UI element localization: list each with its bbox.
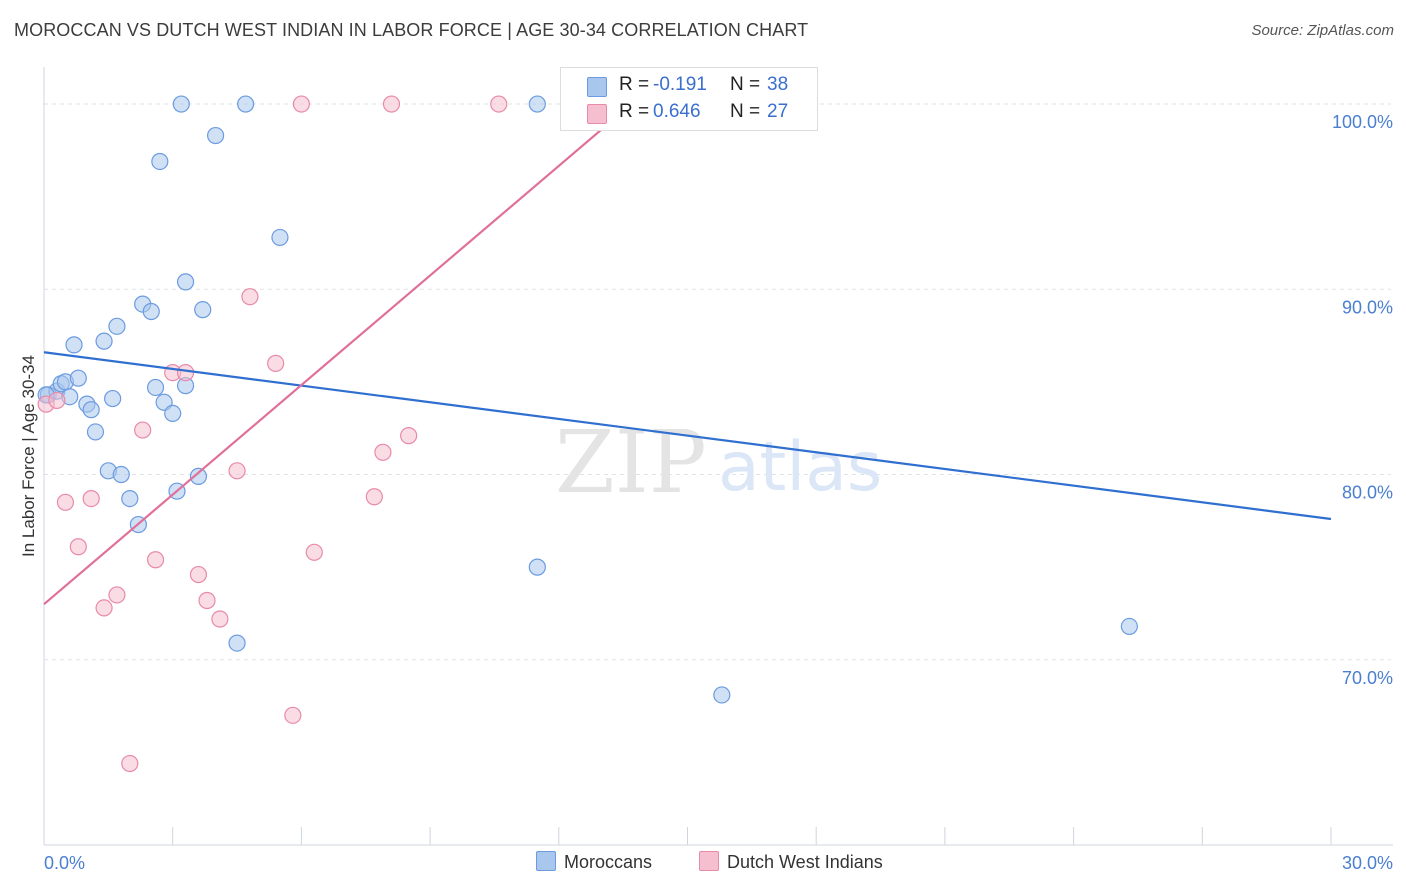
moroccans-point bbox=[172, 95, 190, 113]
moroccans-point bbox=[95, 332, 113, 350]
moroccans-r-value: -0.191 bbox=[653, 74, 707, 95]
dutch-point bbox=[292, 95, 310, 113]
dutch-point bbox=[198, 591, 216, 610]
dutch-point bbox=[95, 599, 113, 617]
moroccans-point bbox=[528, 558, 546, 576]
axes bbox=[43, 67, 1393, 846]
moroccans-point bbox=[104, 389, 122, 408]
dutch-point bbox=[241, 288, 259, 306]
dutch-point bbox=[490, 95, 508, 113]
legend-dutch: Dutch West Indians bbox=[699, 851, 883, 877]
y-tick-label: 70.0% bbox=[1342, 668, 1393, 688]
moroccans-point bbox=[528, 95, 546, 113]
watermark-atlas: atlas bbox=[718, 428, 882, 507]
moroccans-point bbox=[207, 126, 225, 145]
dutch-point bbox=[374, 443, 392, 461]
dutch-point bbox=[82, 490, 100, 508]
dutch-point bbox=[284, 706, 302, 724]
dutch-point bbox=[56, 493, 75, 511]
chart-title: MOROCCAN VS DUTCH WEST INDIAN IN LABOR F… bbox=[14, 20, 809, 40]
dutch-point bbox=[69, 538, 87, 556]
dutch-n-label: N = bbox=[730, 101, 761, 122]
dutch-point bbox=[48, 391, 66, 410]
dutch-point bbox=[176, 364, 195, 382]
moroccans-point bbox=[228, 634, 246, 652]
moroccans-trend-line bbox=[43, 351, 1332, 521]
watermark-zip: ZIP bbox=[555, 413, 707, 513]
y-tick-label: 100.0% bbox=[1332, 112, 1393, 132]
moroccans-n-label: N = bbox=[730, 74, 761, 95]
moroccans-swatch-icon bbox=[587, 77, 607, 97]
stats-legend: R = -0.191 N = 38 R = 0.646 N = 27 bbox=[560, 67, 818, 131]
moroccans-point bbox=[176, 273, 195, 291]
dutch-r-value: 0.646 bbox=[653, 101, 701, 122]
dutch-point bbox=[211, 610, 229, 628]
moroccans-point bbox=[237, 95, 255, 113]
moroccans-point bbox=[151, 152, 169, 171]
dutch-point bbox=[400, 427, 418, 445]
data-points bbox=[37, 95, 1138, 773]
dutch-point bbox=[134, 421, 152, 439]
moroccans-point bbox=[1120, 617, 1138, 636]
dutch-point bbox=[228, 462, 246, 480]
moroccans-point bbox=[82, 401, 100, 419]
dutch-trend-line bbox=[43, 84, 654, 606]
moroccans-point bbox=[189, 467, 208, 485]
moroccans-point bbox=[112, 465, 130, 484]
dutch-r-label: R = bbox=[619, 101, 650, 122]
source-credit: Source: ZipAtlas.com bbox=[1251, 22, 1394, 39]
moroccans-n-value: 38 bbox=[767, 74, 789, 95]
tick-labels: In Labor Force | Age 30-34 70.0% 80.0% 90.0… bbox=[19, 112, 1393, 873]
x-tick-label-end: 30.0% bbox=[1342, 853, 1393, 873]
moroccans-point bbox=[271, 228, 289, 247]
legend-moroccans: Moroccans bbox=[536, 851, 652, 877]
grid-lines bbox=[44, 103, 1391, 661]
y-axis-title: In Labor Force | Age 30-34 bbox=[19, 355, 38, 557]
moroccans-point bbox=[164, 404, 182, 422]
dutch-point bbox=[365, 488, 383, 506]
legend-dutch-swatch-icon bbox=[699, 851, 719, 871]
y-tick-label: 90.0% bbox=[1342, 297, 1393, 317]
dutch-swatch-icon bbox=[587, 104, 607, 124]
legend-moroccans-swatch-icon bbox=[536, 851, 556, 871]
dutch-point bbox=[189, 565, 208, 584]
dutch-point bbox=[267, 354, 285, 372]
trend-lines bbox=[43, 84, 1332, 606]
moroccans-point bbox=[65, 336, 83, 354]
moroccans-point bbox=[713, 686, 731, 704]
dutch-n-value: 27 bbox=[767, 101, 789, 122]
dutch-point bbox=[146, 551, 165, 569]
moroccans-point bbox=[108, 317, 126, 335]
dutch-point bbox=[108, 586, 126, 604]
legend-moroccans-label: Moroccans bbox=[564, 852, 653, 872]
x-tick-label-start: 0.0% bbox=[44, 853, 85, 873]
moroccans-point bbox=[69, 369, 87, 387]
moroccans-point bbox=[194, 301, 212, 319]
moroccans-point bbox=[142, 302, 160, 321]
dutch-point bbox=[305, 543, 323, 561]
y-tick-label: 80.0% bbox=[1342, 483, 1393, 503]
moroccans-point bbox=[86, 423, 105, 441]
dutch-point bbox=[121, 754, 139, 773]
moroccans-point bbox=[121, 490, 139, 508]
legend-dutch-label: Dutch West Indians bbox=[727, 852, 883, 872]
moroccans-r-label: R = bbox=[619, 74, 650, 95]
dutch-point bbox=[382, 95, 401, 113]
watermark: ZIP atlas bbox=[555, 413, 882, 513]
moroccans-point bbox=[146, 378, 165, 397]
